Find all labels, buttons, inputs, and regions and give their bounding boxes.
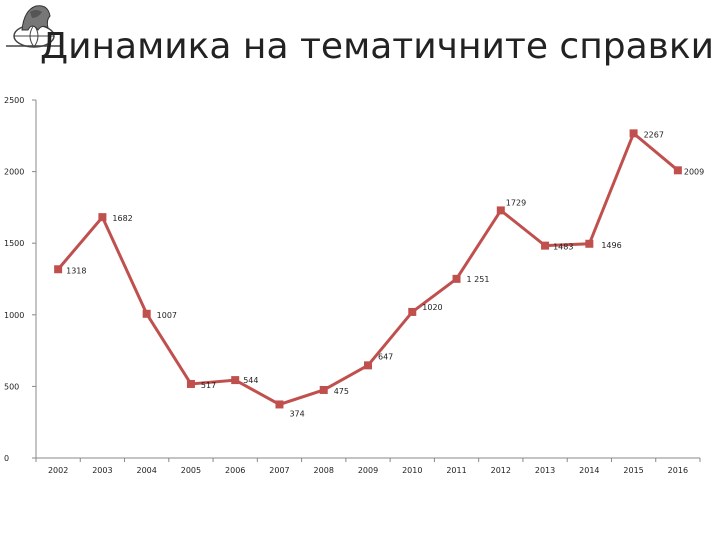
x-tick-label: 2014 <box>579 466 599 475</box>
data-point <box>319 385 328 394</box>
data-point <box>408 307 417 316</box>
y-tick-label: 1000 <box>4 311 24 320</box>
y-tick-labels: 0 500 1000 1500 2000 2500 <box>4 96 24 463</box>
data-point <box>364 361 372 370</box>
lion-globe-logo-icon <box>6 5 60 48</box>
data-label: 1483 <box>553 243 573 252</box>
data-label: 647 <box>378 352 393 361</box>
y-tick-label: 500 <box>4 382 19 391</box>
x-tick-label: 2016 <box>668 466 688 475</box>
x-tick-label: 2003 <box>92 466 112 475</box>
x-tick-label: 2010 <box>402 466 422 475</box>
data-label: 374 <box>289 409 304 418</box>
y-tick-label: 2500 <box>4 96 24 105</box>
x-tick-label: 2011 <box>446 466 466 475</box>
data-point <box>54 265 63 274</box>
y-tick-label: 0 <box>4 454 9 463</box>
data-label: 517 <box>201 381 216 390</box>
data-label: 1007 <box>157 311 177 320</box>
data-label: 475 <box>334 387 349 396</box>
data-point <box>629 129 638 138</box>
x-tick-label: 2012 <box>491 466 511 475</box>
x-tick-label: 2002 <box>48 466 68 475</box>
data-point <box>275 400 284 409</box>
data-label: 544 <box>243 376 258 385</box>
y-tick-label: 1500 <box>4 239 24 248</box>
data-label: 1729 <box>506 198 526 207</box>
x-tick-label: 2008 <box>314 466 334 475</box>
data-labels: 1318 1682 1007 517 544 374 475 647 1020 1 251 1729… <box>66 130 704 418</box>
data-point <box>673 166 682 175</box>
data-point <box>231 376 240 385</box>
x-tick-labels: 2002 2003 2004 2005 2006 2007 2008 2009 2010 2011… <box>48 466 688 475</box>
x-tick-label: 2004 <box>136 466 156 475</box>
x-tick-label: 2005 <box>181 466 201 475</box>
data-point <box>452 274 461 283</box>
data-point <box>496 206 505 215</box>
data-point <box>541 241 550 250</box>
y-tick-label: 2000 <box>4 168 24 177</box>
data-label: 1496 <box>601 241 621 250</box>
data-label: 1682 <box>112 214 132 223</box>
data-label: 2267 <box>644 130 664 139</box>
chart-axes <box>32 99 701 462</box>
data-label: 1 251 <box>467 275 490 284</box>
data-point <box>142 309 151 318</box>
data-label: 2009 <box>684 167 704 176</box>
series-points <box>54 129 682 409</box>
page-title: Динамика на тематичните справки <box>40 26 715 67</box>
data-point <box>98 213 107 222</box>
x-tick-label: 2015 <box>623 466 643 475</box>
x-tick-label: 2006 <box>225 466 245 475</box>
data-label: 1020 <box>422 303 442 312</box>
x-tick-label: 2007 <box>269 466 289 475</box>
data-label: 1318 <box>66 266 86 275</box>
x-tick-label: 2009 <box>358 466 378 475</box>
x-tick-label: 2013 <box>535 466 555 475</box>
data-point <box>585 239 594 248</box>
data-point <box>186 379 195 388</box>
